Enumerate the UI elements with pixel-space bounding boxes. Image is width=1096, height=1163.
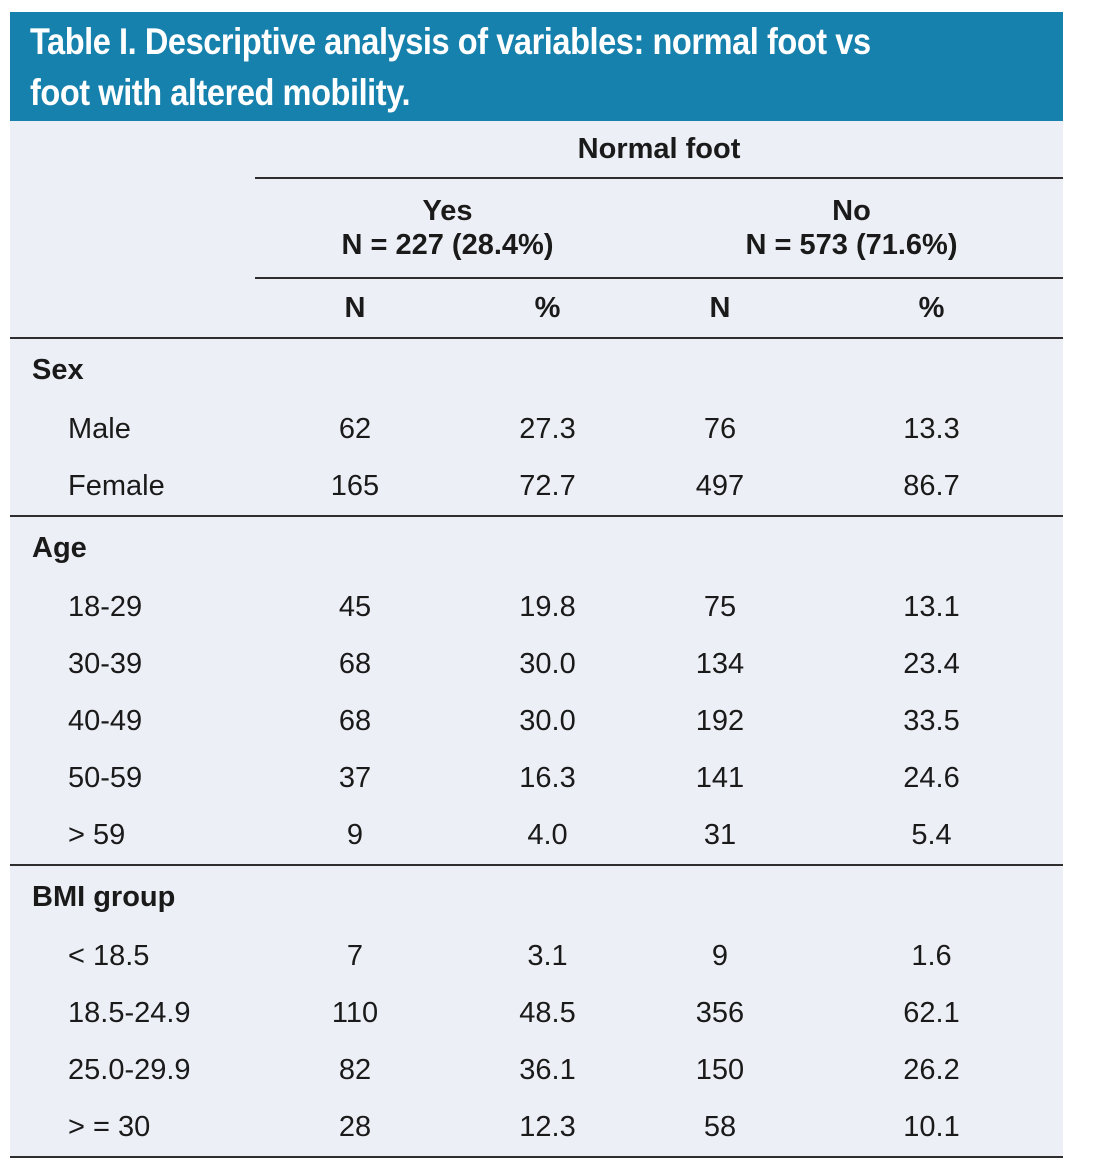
row-label: 30-39 — [68, 648, 143, 680]
subgroup-yes-label: Yes — [422, 195, 473, 227]
table-row: Male 62 27.3 76 13.3 — [10, 401, 1063, 458]
table-row: > 59 9 4.0 31 5.4 — [10, 807, 1063, 865]
column-group-yes: Yes N = 227 (28.4%) — [255, 178, 640, 279]
table-figure: Table I. Descriptive analysis of variabl… — [10, 12, 1064, 1158]
table-title-banner: Table I. Descriptive analysis of variabl… — [10, 12, 1063, 121]
cell-value: 13.3 — [903, 413, 960, 445]
row-label: > 59 — [68, 819, 126, 851]
cell-value: 192 — [695, 705, 745, 737]
section-header-sex: Sex — [10, 338, 1063, 401]
column-group-no: No N = 573 (71.6%) — [640, 178, 1064, 279]
cell-value: 356 — [695, 997, 745, 1029]
cell-value: 62 — [338, 413, 372, 445]
cell-value: 497 — [695, 470, 745, 502]
cell-value: 12.3 — [519, 1111, 576, 1143]
subgroup-yes-count: N = 227 (28.4%) — [341, 229, 554, 261]
row-label: 25.0-29.9 — [68, 1054, 191, 1086]
section-header-label: BMI group — [10, 864, 1064, 928]
row-label: < 18.5 — [68, 940, 150, 972]
cell-value: 13.1 — [903, 591, 960, 623]
cell-value: 26.2 — [903, 1054, 960, 1086]
section-header-label: Age — [10, 515, 1064, 579]
cell-value: 30.0 — [519, 648, 576, 680]
column-header-pct-no: % — [800, 278, 1064, 339]
table-row: 25.0-29.9 82 36.1 150 26.2 — [10, 1042, 1063, 1099]
spacer-cell — [10, 178, 255, 278]
cell-value: 150 — [695, 1054, 745, 1086]
cell-value: 16.3 — [519, 762, 576, 794]
cell-value: 31 — [703, 819, 737, 851]
cell-value: 165 — [330, 470, 380, 502]
table-title-line-2: foot with altered mobility. — [30, 71, 411, 113]
table-row: 50-59 37 16.3 141 24.6 — [10, 750, 1063, 807]
cell-value: 10.1 — [903, 1111, 960, 1143]
table-row: 40-49 68 30.0 192 33.5 — [10, 693, 1063, 750]
column-header-n-no: N — [640, 278, 800, 339]
cell-value: 23.4 — [903, 648, 960, 680]
cell-value: 30.0 — [519, 705, 576, 737]
row-label: 18.5-24.9 — [68, 997, 191, 1029]
spacer-cell — [10, 121, 255, 178]
cell-value: 72.7 — [519, 470, 576, 502]
cell-value: 68 — [338, 705, 372, 737]
column-header-row: N % N % — [10, 278, 1064, 339]
table-row: > = 30 28 12.3 58 10.1 — [10, 1099, 1063, 1157]
cell-value: 4.0 — [527, 819, 568, 851]
cell-value: 110 — [331, 997, 379, 1029]
column-header-n-yes: N — [255, 278, 455, 339]
table-row: Female 165 72.7 497 86.7 — [10, 458, 1063, 516]
row-label: Female — [68, 470, 165, 502]
cell-value: 9 — [346, 819, 364, 851]
row-label: > = 30 — [68, 1111, 151, 1143]
subgroup-no-count: N = 573 (71.6%) — [745, 229, 958, 261]
subgroup-header-row: Yes N = 227 (28.4%) No N = 573 (71.6%) — [10, 178, 1064, 279]
section-header-label: Sex — [32, 353, 84, 386]
cell-value: 27.3 — [519, 413, 576, 445]
row-label: 18-29 — [68, 591, 143, 623]
cell-value: 19.8 — [519, 591, 576, 623]
section-header-bmi-group: BMI group — [10, 864, 1064, 928]
cell-value: 24.6 — [903, 762, 960, 794]
cell-value: 75 — [703, 591, 737, 623]
table-row: 18.5-24.9 110 48.5 356 62.1 — [10, 985, 1063, 1042]
subgroup-no-label: No — [832, 195, 871, 227]
cell-value: 28 — [338, 1111, 372, 1143]
table-row: < 18.5 7 3.1 9 1.6 — [10, 928, 1063, 985]
column-group-normal-foot: Normal foot — [255, 121, 1064, 179]
cell-value: 7 — [346, 940, 364, 972]
row-label: Male — [68, 413, 131, 445]
cell-value: 3.1 — [527, 940, 568, 972]
cell-value: 62.1 — [903, 997, 960, 1029]
table-row: 18-29 45 19.8 75 13.1 — [10, 579, 1063, 636]
table-row: 30-39 68 30.0 134 23.4 — [10, 636, 1063, 693]
cell-value: 48.5 — [519, 997, 576, 1029]
cell-value: 134 — [695, 648, 745, 680]
cell-value: 82 — [338, 1054, 372, 1086]
cell-value: 86.7 — [903, 470, 960, 502]
cell-value: 68 — [338, 648, 372, 680]
row-label: 40-49 — [68, 705, 143, 737]
section-header-age: Age — [10, 515, 1064, 579]
cell-value: 1.6 — [911, 940, 952, 972]
cell-value: 9 — [711, 940, 729, 972]
spacer-cell — [10, 278, 255, 339]
cell-value: 36.1 — [519, 1054, 576, 1086]
cell-value: 76 — [703, 413, 737, 445]
table-title-line-1: Table I. Descriptive analysis of variabl… — [30, 20, 871, 62]
row-label: 50-59 — [68, 762, 143, 794]
cell-value: 58 — [703, 1111, 737, 1143]
cell-value: 37 — [338, 762, 372, 794]
cell-value: 45 — [338, 591, 372, 623]
cell-value: 33.5 — [903, 705, 960, 737]
column-header-pct-yes: % — [455, 278, 640, 339]
cell-value: 5.4 — [911, 819, 952, 851]
cell-value: 141 — [695, 762, 745, 794]
group-header-row: Normal foot — [10, 121, 1064, 179]
descriptive-table: Normal foot Yes N = 227 (28.4%) No N = 5… — [10, 121, 1064, 1158]
